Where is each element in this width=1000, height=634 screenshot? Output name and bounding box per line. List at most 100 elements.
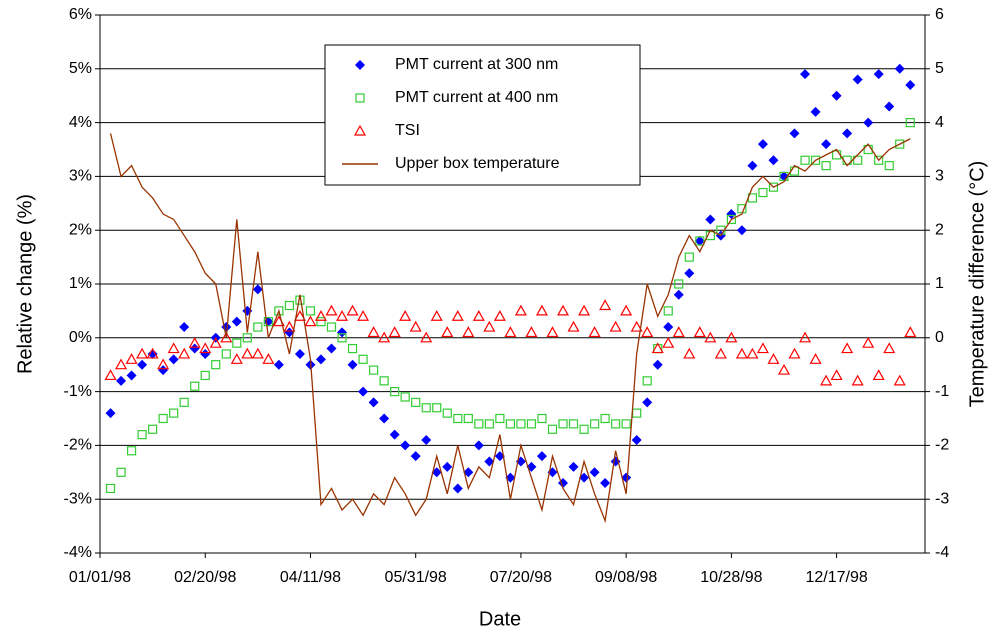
data-point: [768, 182, 779, 192]
data-point: [695, 236, 705, 246]
data-point: [231, 316, 242, 327]
data-point: [642, 376, 652, 386]
data-point: [169, 408, 179, 418]
data-point: [232, 338, 242, 348]
y2-tick-label: -2: [935, 437, 949, 454]
data-point: [483, 320, 496, 332]
data-point: [400, 392, 410, 402]
data-point: [294, 348, 305, 359]
data-point: [337, 333, 347, 343]
data-point: [399, 310, 412, 321]
data-point: [136, 347, 149, 359]
data-point: [853, 155, 863, 165]
data-point: [663, 306, 673, 316]
data-point: [357, 310, 370, 321]
y-axis-title: Relative change (%): [14, 194, 36, 374]
data-point: [137, 359, 148, 370]
y-tick-label: 6%: [69, 6, 92, 23]
x-tick-label: 01/01/98: [69, 569, 131, 586]
data-point: [863, 117, 874, 128]
data-point: [526, 419, 537, 429]
data-point: [694, 235, 705, 246]
data-point: [810, 155, 821, 165]
data-point: [463, 467, 474, 478]
data-point: [684, 252, 694, 262]
data-point: [388, 326, 401, 338]
data-point: [179, 397, 189, 407]
data-point: [116, 375, 127, 386]
data-point: [336, 310, 349, 321]
legend-marker: [355, 93, 365, 103]
data-point: [168, 354, 179, 365]
data-point: [326, 322, 337, 332]
data-point: [693, 326, 706, 338]
data-point: [148, 424, 158, 434]
data-point: [535, 304, 548, 316]
data-point: [884, 161, 894, 171]
data-point: [453, 413, 463, 424]
data-point: [704, 331, 717, 343]
data-point: [874, 155, 884, 165]
data-point: [609, 320, 622, 332]
data-point: [253, 322, 263, 332]
data-point: [379, 376, 389, 386]
data-point: [631, 435, 642, 446]
data-point: [262, 353, 275, 364]
data-point: [378, 331, 391, 343]
data-point: [589, 419, 600, 429]
data-point: [293, 310, 306, 321]
data-point: [830, 369, 843, 381]
legend-label: TSI: [395, 122, 420, 139]
data-point: [725, 331, 738, 343]
x-tick-label: 12/17/98: [805, 569, 867, 586]
data-point: [504, 326, 517, 338]
data-point: [799, 331, 812, 343]
data-point: [304, 315, 317, 327]
data-point: [126, 446, 137, 456]
data-point: [347, 359, 358, 370]
data-point: [756, 342, 769, 354]
data-point: [663, 322, 674, 333]
data-point: [284, 300, 295, 311]
data-point: [862, 336, 875, 348]
data-point: [632, 408, 642, 418]
data-point: [788, 347, 801, 359]
data-point: [809, 353, 822, 364]
y2-tick-label: -4: [935, 544, 949, 561]
data-point: [105, 408, 116, 419]
data-point: [588, 326, 601, 338]
data-point: [810, 106, 821, 117]
y2-tick-label: 0: [935, 329, 944, 346]
y2-tick-label: 2: [935, 221, 944, 238]
data-point: [758, 187, 768, 198]
data-point: [726, 209, 737, 220]
legend-marker: [355, 60, 365, 70]
y2-tick-label: -3: [935, 490, 949, 507]
legend-marker: [353, 124, 367, 136]
data-point: [188, 336, 201, 348]
y-tick-label: 2%: [69, 221, 92, 238]
data-point: [651, 342, 664, 354]
data-point: [789, 128, 800, 139]
data-point: [821, 139, 832, 150]
data-point: [105, 483, 116, 494]
data-point: [410, 451, 421, 462]
legend-box: [324, 44, 641, 186]
data-point: [158, 365, 169, 376]
data-point: [484, 419, 494, 429]
data-point: [346, 304, 359, 316]
data-point: [747, 160, 758, 171]
y2-tick-label: 5: [935, 60, 944, 77]
data-point: [146, 347, 159, 359]
data-point: [167, 342, 180, 354]
data-point: [484, 456, 495, 467]
data-point: [199, 342, 212, 354]
data-point: [230, 353, 243, 364]
data-point: [283, 320, 296, 332]
data-point: [137, 430, 147, 440]
data-point: [547, 424, 558, 434]
data-point: [442, 461, 453, 472]
data-point: [872, 369, 885, 381]
y2-tick-label: 4: [935, 114, 944, 131]
